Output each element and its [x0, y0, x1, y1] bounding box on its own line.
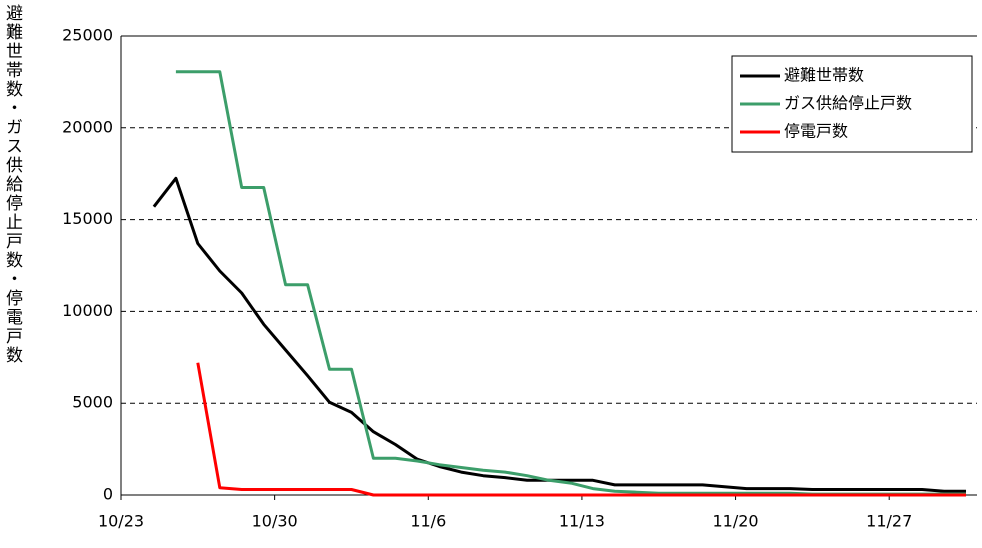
- series-line: [152, 176, 966, 493]
- y-tick-label: 0: [103, 485, 113, 504]
- legend-box: [731, 55, 973, 153]
- x-tick-label: 10/30: [252, 512, 298, 531]
- x-tick-label: 11/27: [866, 512, 912, 531]
- y-tick-label: 10000: [62, 301, 113, 320]
- y-tick-label: 20000: [62, 117, 113, 136]
- y-tick-label: 25000: [62, 26, 113, 45]
- x-tick-label: 10/23: [98, 512, 144, 531]
- y-tick-label: 5000: [72, 393, 113, 412]
- x-tick-label: 11/20: [713, 512, 759, 531]
- series-line: [196, 362, 966, 497]
- x-tick-label: 11/6: [410, 512, 446, 531]
- legend-label: 避難世帯数: [784, 66, 864, 85]
- y-axis-title: 避難世帯数・ガス供給停止戸数・停電戸数: [2, 4, 23, 365]
- legend-label: 停電戸数: [784, 122, 848, 141]
- y-tick-label: 15000: [62, 209, 113, 228]
- legend-label: ガス供給停止戸数: [784, 94, 912, 113]
- x-tick-label: 11/13: [559, 512, 605, 531]
